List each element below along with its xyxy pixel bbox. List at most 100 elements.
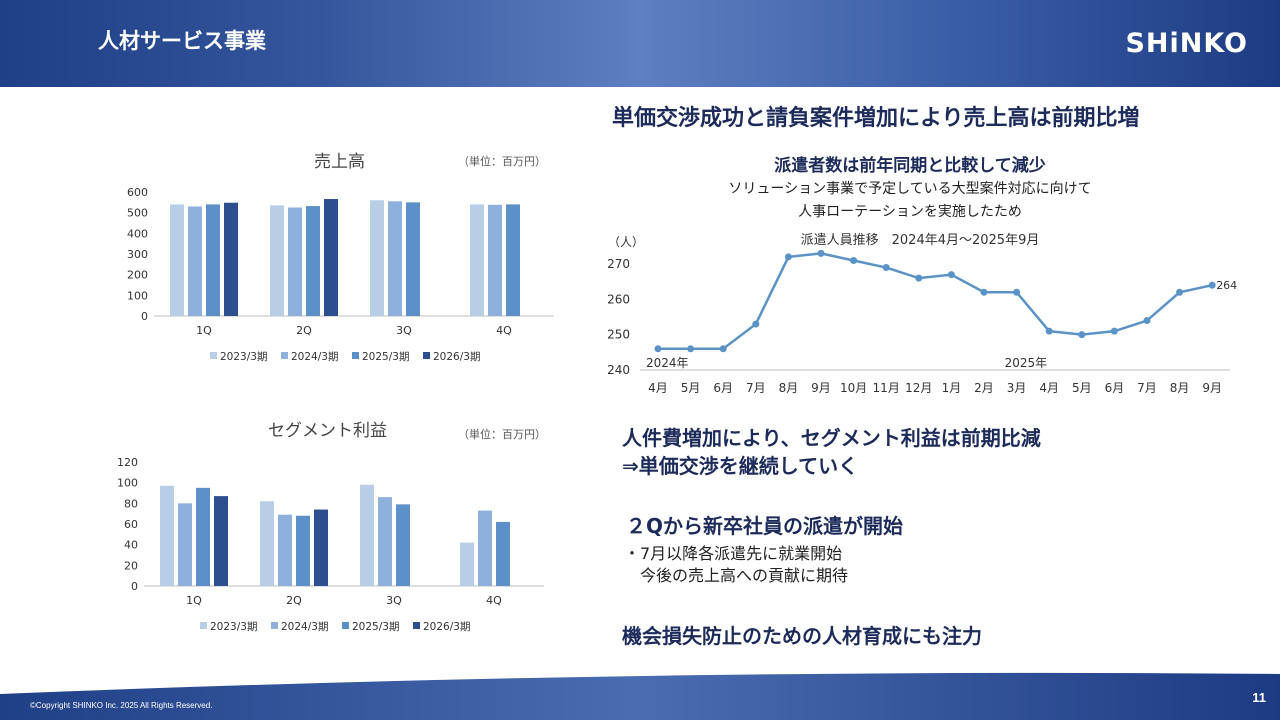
data-point [752,320,760,328]
x-tick-label: 8月 [779,381,799,395]
legend-label: 2025/3期 [352,621,399,633]
sales-chart-unit: （単位：百万円） [458,155,546,168]
profit-comment: 人件費増加により、セグメント利益は前期比減 ⇒単価交渉を継続していく [622,424,1041,480]
legend-label: 2026/3期 [423,621,470,633]
page-title: 人材サービス事業 [98,29,266,53]
y-tick-label: 240 [607,363,630,377]
bar [406,202,420,316]
x-tick-label: 4Q [486,594,502,607]
new-grad-heading: ２Qから新卒社員の派遣が開始 [626,514,904,538]
profit-comment-line1: 人件費増加により、セグメント利益は前期比減 [622,426,1041,450]
bar [470,204,484,316]
dispatch-line-chart: 派遣人員推移 2024年4月～2025年9月 （人） 240 250 260 270 4月 5… [607,233,1237,395]
x-tick-label: 7月 [1137,381,1157,395]
new-grad-line1: ・7月以降各派遣先に就業開始 [624,544,843,563]
dispatch-heading: 派遣者数は前年同期と比較して減少 [774,156,1046,176]
y-tick-label: 200 [127,269,148,282]
y-tick-label: 250 [607,328,630,342]
y-tick-label: 260 [607,292,630,306]
y-tick-label: 120 [117,456,138,469]
x-tick-label: 1Q [196,324,212,337]
bar [478,510,492,586]
y-tick-label: 100 [117,477,138,490]
legend-label: 2026/3期 [433,351,480,363]
page-number: 11 [1252,690,1266,705]
y-tick-label: 400 [127,227,148,240]
x-tick-label: 1Q [186,594,202,607]
data-point [784,253,792,261]
x-tick-label: 11月 [873,381,900,395]
x-tick-label: 4月 [1039,381,1059,395]
new-grad-line2: 今後の売上高への貢献に期待 [624,566,849,585]
legend-swatch [342,622,349,629]
legend-label: 2025/3期 [362,351,409,363]
legend-swatch [210,352,217,359]
bar [214,496,228,586]
data-point [687,345,695,353]
last-value-label: 264 [1216,279,1237,292]
year-label: 2025年 [1005,356,1048,370]
legend-swatch [281,352,288,359]
bar [314,509,328,586]
data-point [947,271,955,279]
bar [370,200,384,316]
y-axis-label: （人） [608,235,644,249]
x-tick-label: 4Q [496,324,512,337]
y-tick-label: 40 [124,539,138,552]
y-tick-label: 0 [131,580,138,593]
y-tick-label: 0 [141,310,148,323]
bar [188,206,202,316]
data-point [1110,327,1118,335]
x-tick-label: 10月 [840,381,867,395]
legend-swatch [352,352,359,359]
x-tick-label: 3Q [386,594,402,607]
x-tick-label: 2月 [974,381,994,395]
data-point [915,274,923,282]
bar [360,484,374,586]
y-tick-label: 80 [124,497,138,510]
data-point [654,345,662,353]
y-tick-label: 270 [607,257,630,271]
bar [206,204,220,316]
series-line [658,252,1213,351]
x-tick-label: 5月 [1072,381,1092,395]
profit-chart-title: セグメント利益 [268,421,387,441]
header-bar: 人材サービス事業 SHiNKO [0,0,1280,87]
data-point [1208,281,1216,289]
data-point [719,345,727,353]
x-tick-label: 9月 [811,381,831,395]
data-point [817,249,825,257]
dispatch-reason-line2: 人事ローテーションを実施したため [798,204,1022,220]
bar [278,514,292,586]
legend-label: 2023/3期 [220,351,267,363]
x-tick-label: 9月 [1202,381,1222,395]
x-tick-label: 2Q [296,324,312,337]
legend-swatch [271,622,278,629]
bar [296,515,310,586]
bar [460,542,474,586]
y-tick-label: 300 [127,248,148,261]
bar [160,485,174,586]
bar [388,201,402,316]
training-comment: 機会損失防止のための人材育成にも注力 [622,624,982,648]
bar [324,199,338,316]
bar [506,204,520,316]
new-grad-body: ・7月以降各派遣先に就業開始 今後の売上高への貢献に期待 [624,543,848,587]
company-logo: SHiNKO [1125,28,1248,59]
bar [288,207,302,316]
data-point [1176,288,1184,296]
bar [224,202,238,316]
right-headline: 単価交渉成功と請負案件増加により売上高は前期比増 [612,106,1140,131]
bar [260,501,274,586]
legend-swatch [200,622,207,629]
legend-label: 2024/3期 [281,621,328,633]
y-tick-label: 100 [127,289,148,302]
x-tick-label: 3Q [396,324,412,337]
bar [178,503,192,586]
bar [170,204,184,316]
line-chart-title: 派遣人員推移 2024年4月～2025年9月 [801,233,1040,248]
data-point [882,264,890,272]
y-tick-label: 20 [124,559,138,572]
y-tick-label: 60 [124,518,138,531]
footer-band [0,672,1280,720]
